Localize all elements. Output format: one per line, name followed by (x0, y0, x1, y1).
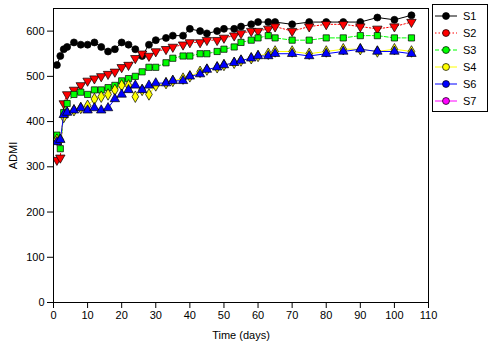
svg-text:20: 20 (116, 309, 128, 321)
svg-text:Time (days): Time (days) (212, 329, 270, 341)
svg-text:60: 60 (252, 309, 264, 321)
svg-text:0: 0 (38, 296, 44, 308)
svg-text:ADMI: ADMI (7, 142, 19, 170)
svg-text:300: 300 (26, 160, 44, 172)
svg-text:100: 100 (385, 309, 403, 321)
html-text:S3: S3 (463, 43, 477, 56)
svg-text:40: 40 (184, 309, 196, 321)
svg-text:100: 100 (26, 251, 44, 263)
svg-text:50: 50 (218, 309, 230, 321)
svg-text:80: 80 (320, 309, 332, 321)
svg-text:400: 400 (26, 115, 44, 127)
html-text:S7: S7 (463, 94, 477, 107)
svg-text:90: 90 (354, 309, 366, 321)
html-text:S4: S4 (463, 60, 477, 73)
svg-text:0: 0 (50, 309, 56, 321)
svg-text:30: 30 (150, 309, 162, 321)
html-text:S2: S2 (463, 26, 477, 39)
svg-text:70: 70 (286, 309, 298, 321)
svg-text:200: 200 (26, 206, 44, 218)
svg-text:10: 10 (81, 309, 93, 321)
html-text:S1: S1 (463, 9, 477, 22)
html-text:S6: S6 (463, 77, 477, 90)
svg-text:600: 600 (26, 25, 44, 37)
svg-text:110: 110 (420, 309, 438, 321)
svg-text:500: 500 (26, 70, 44, 82)
